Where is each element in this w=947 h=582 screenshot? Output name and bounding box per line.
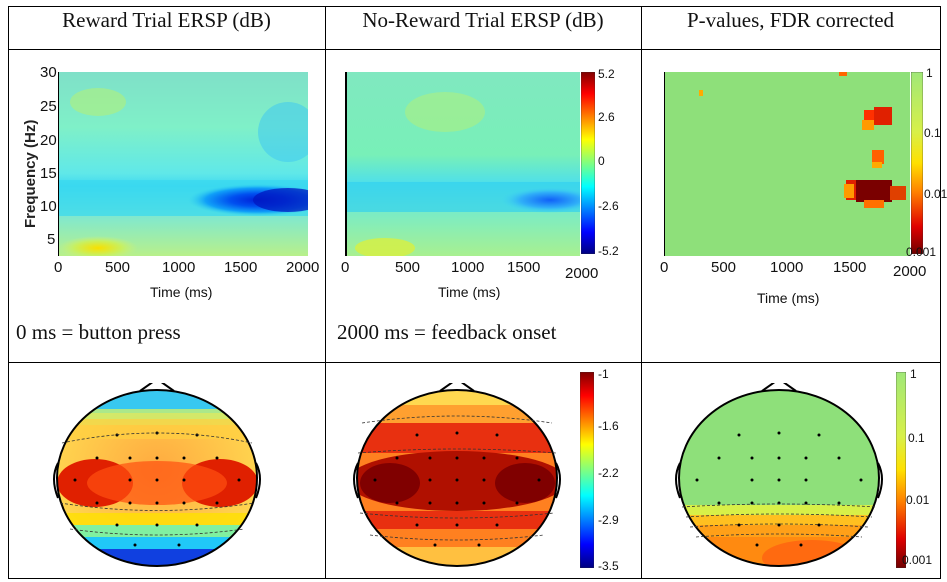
y-tick-5: 5 <box>47 231 56 248</box>
pvalue-heatmap <box>664 72 910 256</box>
grid-line-col1 <box>325 6 326 579</box>
y-tick-20: 20 <box>40 132 57 149</box>
grid-line-mid1 <box>8 49 940 50</box>
ersp-cb-tick-neg5.2: -5.2 <box>598 244 619 258</box>
grid-line-bottom <box>8 578 940 579</box>
grid-line-top <box>8 6 940 7</box>
y-tick-15: 15 <box>40 165 57 182</box>
x-axis-label-p2: Time (ms) <box>438 284 501 300</box>
x-tick-p1-2000: 2000 <box>286 259 320 276</box>
p-cb-tick-0.001: 0.001 <box>906 245 937 259</box>
note-feedback-onset: 2000 ms = feedback onset <box>337 320 557 344</box>
topo-p-cb-tick-0.01: 0.01 <box>906 493 930 507</box>
x-tick-p2-1000: 1000 <box>451 259 485 276</box>
x-tick-p2-1500: 1500 <box>507 259 541 276</box>
y-tick-30: 30 <box>40 64 57 81</box>
axis-y-panel2 <box>345 72 347 256</box>
x-tick-p3-1500: 1500 <box>833 259 867 276</box>
ersp-colorbar <box>581 72 595 254</box>
y-tick-10: 10 <box>40 198 57 215</box>
panel-title-pvalues: P-values, FDR corrected <box>686 8 895 32</box>
topomap-reward <box>53 383 261 567</box>
x-tick-p1-1000: 1000 <box>162 259 196 276</box>
panel-title-reward: Reward Trial ERSP (dB) <box>62 8 271 32</box>
topo-p-cb-tick-1: 1 <box>910 367 917 381</box>
axis-y-panel3 <box>664 72 665 256</box>
x-tick-p3-2000: 2000 <box>893 263 927 280</box>
grid-line-col2 <box>641 6 642 579</box>
x-tick-p3-500: 500 <box>711 259 737 276</box>
x-tick-p3-0: 0 <box>660 259 669 276</box>
grid-line-right <box>940 6 941 579</box>
ersp-cb-tick-neg2.6: -2.6 <box>598 199 619 213</box>
topo-colorbar <box>580 372 594 568</box>
x-tick-p1-500: 500 <box>105 259 131 276</box>
topo-cb-tick-neg1.6: -1.6 <box>598 419 619 433</box>
y-tick-25: 25 <box>40 98 57 115</box>
p-cb-tick-1: 1 <box>926 66 933 80</box>
ersp-heatmap-noreward <box>345 72 580 256</box>
pvalue-colorbar <box>911 72 923 254</box>
x-axis-label-p3: Time (ms) <box>757 290 820 306</box>
note-button-press: 0 ms = button press <box>16 320 181 344</box>
axis-y-panel1 <box>58 72 59 256</box>
topo-p-cb-tick-0.1: 0.1 <box>908 431 925 445</box>
ersp-cb-tick-5.2: 5.2 <box>598 67 615 81</box>
x-tick-p2-0: 0 <box>341 259 350 276</box>
panel-title-noreward: No-Reward Trial ERSP (dB) <box>362 8 604 32</box>
grid-line-left <box>8 6 9 579</box>
p-cb-tick-0.1: 0.1 <box>924 126 941 140</box>
topo-cb-tick-neg3.5: -3.5 <box>598 559 619 573</box>
topo-cb-tick-neg2.9: -2.9 <box>598 513 619 527</box>
p-cb-tick-0.01: 0.01 <box>924 187 947 201</box>
topo-p-cb-tick-0.001: 0.001 <box>902 553 933 567</box>
x-tick-p2-500: 500 <box>395 259 421 276</box>
ersp-heatmap-reward <box>58 72 308 256</box>
topomap-noreward <box>353 383 561 567</box>
x-tick-p1-0: 0 <box>54 259 63 276</box>
topo-cb-tick-neg2.2: -2.2 <box>598 466 619 480</box>
topomap-pvalues <box>675 383 883 567</box>
x-tick-p2-2000: 2000 <box>565 265 599 282</box>
x-tick-p1-1500: 1500 <box>224 259 258 276</box>
topo-cb-tick-neg1: -1 <box>598 367 609 381</box>
x-axis-label-p1: Time (ms) <box>150 284 213 300</box>
ersp-cb-tick-0: 0 <box>598 154 605 168</box>
topo-pvalue-colorbar <box>896 372 906 568</box>
ersp-cb-tick-2.6: 2.6 <box>598 110 615 124</box>
x-tick-p3-1000: 1000 <box>770 259 804 276</box>
grid-line-mid2 <box>8 362 940 363</box>
y-axis-label: Frequency (Hz) <box>22 119 39 228</box>
